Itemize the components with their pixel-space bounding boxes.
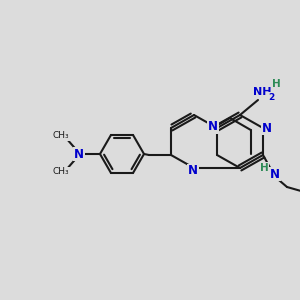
Text: NH: NH: [253, 87, 271, 97]
Text: 2: 2: [268, 92, 274, 101]
Text: H: H: [260, 163, 268, 173]
Text: N: N: [188, 164, 198, 178]
Text: N: N: [208, 121, 218, 134]
Text: N: N: [270, 167, 280, 181]
Text: H: H: [272, 79, 280, 89]
Text: N: N: [262, 122, 272, 134]
Text: CH₃: CH₃: [53, 131, 69, 140]
Text: CH₃: CH₃: [53, 167, 69, 176]
Text: N: N: [74, 148, 84, 160]
